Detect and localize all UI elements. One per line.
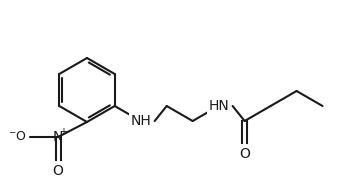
Text: NH: NH [130,114,151,128]
Text: $^{-}$O: $^{-}$O [8,130,27,144]
Text: O: O [52,164,63,178]
Text: N: N [53,130,63,144]
Text: O: O [239,147,250,161]
Text: +: + [59,127,67,137]
Text: HN: HN [208,99,229,113]
